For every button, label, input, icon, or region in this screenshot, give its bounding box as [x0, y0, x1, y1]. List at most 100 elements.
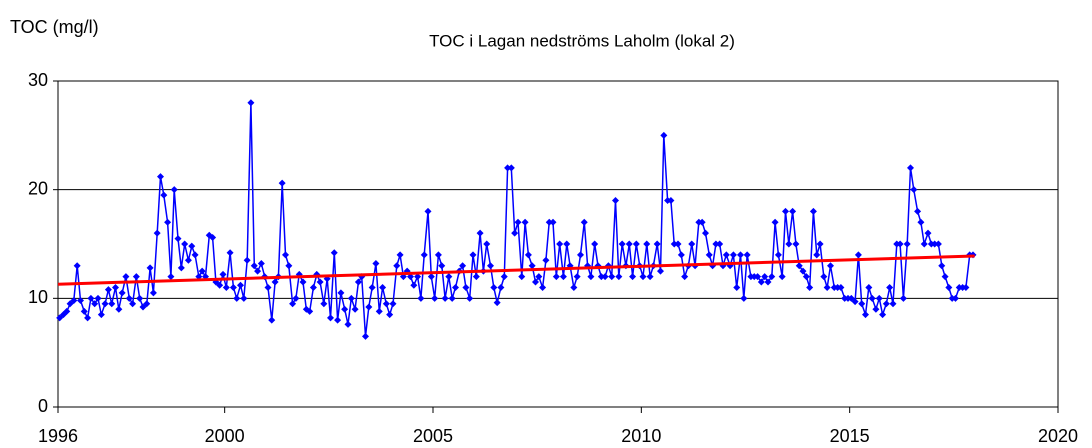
data-point — [344, 320, 352, 328]
data-point — [209, 233, 217, 241]
data-point — [139, 303, 147, 311]
data-point — [240, 294, 248, 302]
data-point — [136, 294, 144, 302]
data-point — [601, 273, 609, 281]
data-point — [639, 273, 647, 281]
data-point — [181, 240, 189, 248]
data-point — [507, 164, 515, 172]
data-point — [577, 251, 584, 259]
data-point — [334, 316, 342, 324]
data-point — [316, 278, 324, 286]
data-point — [164, 218, 172, 226]
data-point — [149, 289, 157, 297]
data-point — [174, 235, 182, 243]
data-point — [87, 294, 95, 302]
data-point — [514, 218, 522, 226]
data-point — [289, 300, 297, 308]
data-point — [271, 278, 279, 286]
data-point — [563, 240, 571, 248]
data-point — [854, 251, 862, 259]
data-point — [729, 251, 737, 259]
data-point — [118, 289, 126, 297]
data-point — [837, 283, 845, 291]
data-point — [490, 283, 498, 291]
data-point — [535, 273, 543, 281]
data-point — [934, 240, 942, 248]
data-point — [910, 186, 918, 194]
data-point — [677, 251, 685, 259]
data-point — [667, 197, 675, 205]
data-point — [493, 299, 501, 307]
data-point — [63, 307, 71, 315]
data-point — [372, 260, 380, 268]
data-point — [184, 256, 192, 264]
y-axis-label: TOC (mg/l) — [10, 17, 99, 37]
data-point — [351, 305, 359, 313]
data-point — [597, 273, 605, 281]
data-point — [552, 273, 560, 281]
data-point — [167, 273, 175, 281]
data-point — [226, 249, 234, 257]
data-point — [504, 164, 512, 172]
data-point — [573, 273, 581, 281]
data-point — [511, 229, 519, 237]
data-point — [66, 300, 74, 308]
data-point — [802, 273, 810, 281]
data-point — [875, 294, 883, 302]
data-point — [143, 300, 151, 308]
data-point — [448, 294, 456, 302]
data-point — [337, 289, 345, 297]
data-point — [889, 300, 897, 308]
data-point — [362, 332, 369, 340]
data-point — [882, 300, 890, 308]
data-point — [257, 260, 265, 268]
data-point — [938, 262, 946, 270]
data-point — [94, 294, 102, 302]
data-point — [851, 298, 859, 306]
data-point — [112, 283, 119, 291]
data-point — [521, 218, 529, 226]
data-point — [330, 249, 338, 257]
data-point — [545, 218, 553, 226]
data-point — [146, 264, 154, 272]
data-point — [643, 240, 651, 248]
data-point — [782, 207, 789, 215]
data-point — [757, 278, 765, 286]
data-point — [80, 307, 88, 315]
data-point — [379, 283, 387, 291]
data-point — [778, 273, 786, 281]
x-tick-label: 2010 — [621, 426, 661, 446]
data-point — [629, 273, 637, 281]
x-tick-label: 2000 — [205, 426, 245, 446]
data-point — [681, 273, 689, 281]
data-point — [160, 191, 168, 199]
data-point — [427, 273, 435, 281]
data-point — [587, 273, 595, 281]
data-point — [524, 251, 532, 259]
data-point — [410, 281, 418, 289]
data-point — [862, 311, 869, 319]
data-point — [702, 229, 709, 237]
data-point — [434, 251, 442, 259]
data-point — [341, 305, 349, 313]
data-point — [580, 218, 588, 226]
data-point — [476, 229, 484, 237]
data-point — [320, 300, 328, 308]
data-point — [816, 240, 824, 248]
data-point — [469, 251, 477, 259]
data-point — [132, 273, 140, 281]
data-point — [243, 256, 251, 264]
data-point — [170, 186, 178, 194]
data-point — [365, 303, 373, 311]
data-point — [487, 262, 494, 270]
data-point — [716, 240, 724, 248]
data-point — [73, 262, 81, 270]
data-point — [56, 314, 64, 322]
data-point — [375, 307, 383, 315]
series-line — [57, 254, 975, 286]
data-point — [917, 218, 925, 226]
data-point — [417, 294, 425, 302]
data-point — [847, 294, 855, 302]
data-point — [396, 251, 404, 259]
data-point — [914, 207, 922, 215]
